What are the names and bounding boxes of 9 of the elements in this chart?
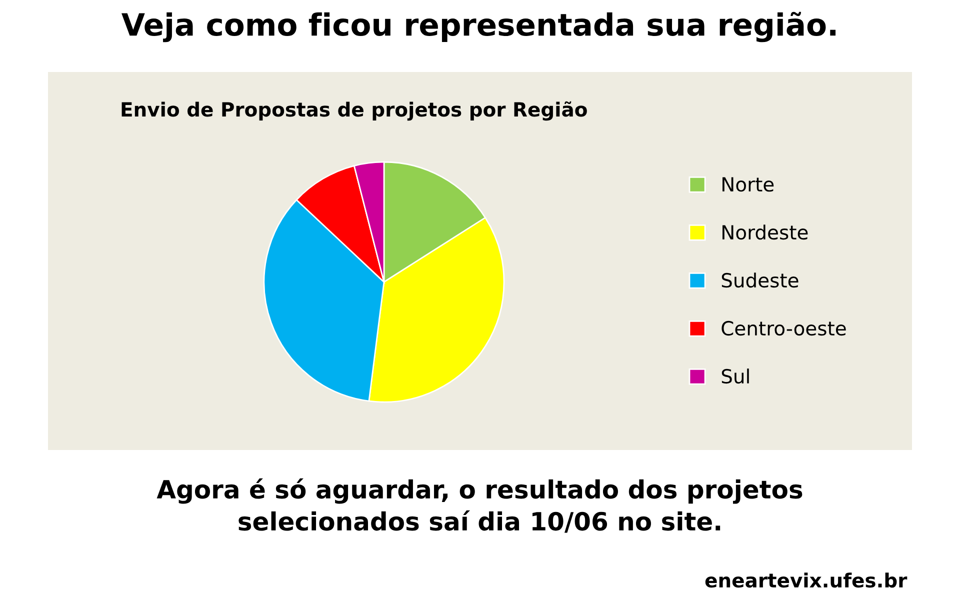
text: Agora é só aguardar, o resultado dos projetos selecionados saí dia 10/06 no site. — [156, 478, 802, 533]
legend-label: Sul — [722, 368, 749, 384]
legend-label: Centro-oeste — [722, 320, 846, 336]
legend-label: Norte — [722, 177, 774, 192]
legend-label: Sudeste — [722, 272, 798, 288]
text: eneartevix.ufes.br — [705, 572, 908, 588]
chart-title: Veja como ficou representada sua região. — [122, 12, 836, 42]
legend-label: Nordeste — [722, 224, 808, 240]
chart-subtitle: Envio de Propostas de projetos por Região — [122, 101, 587, 121]
